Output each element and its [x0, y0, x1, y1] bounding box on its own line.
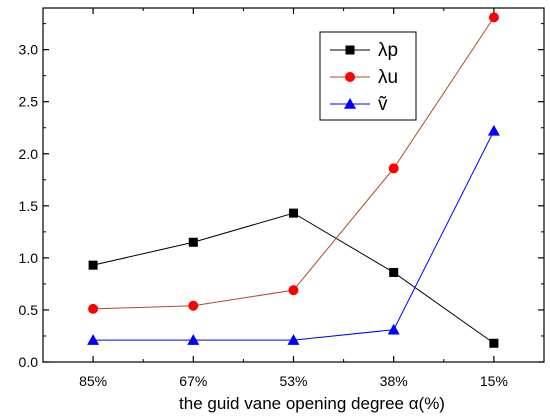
- x-tick-label: 85%: [79, 373, 107, 389]
- series-1: [88, 208, 499, 348]
- data-point: [387, 323, 400, 335]
- y-tick-label: 3.0: [19, 42, 39, 58]
- y-tick-label: 0.5: [19, 302, 39, 318]
- x-tick-label: 67%: [179, 373, 207, 389]
- series-line: [93, 17, 495, 310]
- legend-label: λp: [378, 40, 398, 61]
- legend-marker: [345, 45, 355, 55]
- data-point: [389, 267, 399, 277]
- series-2: [88, 12, 499, 314]
- series-3: [87, 124, 500, 345]
- data-point: [87, 334, 100, 345]
- x-tick-label: 15%: [480, 373, 508, 389]
- series-layer: [87, 12, 500, 348]
- data-point: [287, 334, 300, 345]
- data-point: [288, 285, 299, 296]
- data-point: [489, 338, 499, 348]
- legend-label: λu: [378, 67, 398, 88]
- series-line: [93, 130, 495, 341]
- data-point: [289, 208, 298, 218]
- data-point: [388, 163, 399, 174]
- data-point: [88, 303, 99, 314]
- y-tick-label: 2.0: [19, 146, 39, 162]
- series-line: [92, 212, 495, 344]
- data-point: [487, 124, 500, 136]
- legend-box: [319, 31, 417, 121]
- legend-marker: [345, 72, 355, 82]
- axes: 0.0 0.5 1.0 1.5 2.0 2.5 3.0 85% 67% 53% 38% 15%: [19, 7, 545, 389]
- x-axis-title: the guid vane opening degree α(%): [179, 394, 445, 413]
- legend: λp λu ṽ: [319, 31, 417, 121]
- data-point: [188, 300, 199, 311]
- y-tick-label: 1.0: [19, 250, 39, 266]
- x-tick-label: 38%: [380, 373, 408, 389]
- data-point: [88, 260, 98, 270]
- x-tick-label: 53%: [279, 373, 307, 389]
- y-tick-label: 1.5: [19, 198, 39, 214]
- y-tick-label: 0.0: [19, 354, 39, 370]
- legend-label: ṽ: [378, 94, 388, 115]
- legend-marker: [344, 98, 356, 109]
- data-point: [188, 237, 198, 247]
- plot-frame: [42, 7, 545, 363]
- data-point: [488, 12, 499, 23]
- data-point: [187, 334, 200, 345]
- y-tick-label: 2.5: [19, 94, 39, 110]
